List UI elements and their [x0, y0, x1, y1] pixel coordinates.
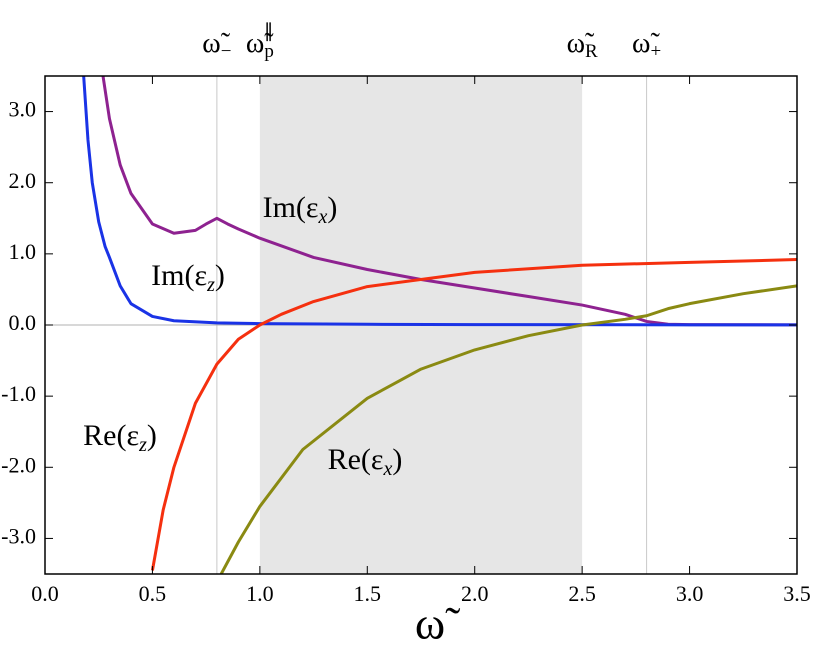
y-tick-label: -3.0 — [1, 523, 36, 548]
curve-label-main: Im(ε — [263, 191, 319, 224]
x-tick-label: 2.5 — [568, 581, 596, 606]
curve — [82, 76, 797, 327]
curve-label-main: Im(ε — [151, 259, 207, 292]
curve-label: Re(εx) — [328, 443, 403, 480]
y-tick-label: 0.0 — [9, 310, 37, 335]
curve-label: Im(εz) — [151, 259, 225, 296]
y-tick-label: 3.0 — [9, 97, 37, 122]
y-tick-label: -2.0 — [1, 452, 36, 477]
marker-sub: R — [585, 41, 598, 62]
curve-label-tail: ) — [327, 191, 337, 224]
x-tick-label: 0.0 — [31, 581, 59, 606]
marker-label: ω̃− — [202, 28, 231, 62]
y-tick-label: 1.0 — [9, 239, 37, 264]
marker-label: ω̃R — [567, 28, 598, 62]
curve-label-tail: ) — [147, 419, 157, 452]
marker-label: ω̃+ — [632, 28, 661, 62]
marker-label: ω̃p∥ — [246, 21, 274, 62]
x-tick-label: 3.0 — [676, 581, 704, 606]
curve — [219, 284, 797, 574]
x-axis-label: ω̃ — [415, 598, 460, 649]
marker-sup: ∥ — [264, 21, 274, 42]
curve-label-main: Re(ε — [83, 419, 139, 452]
curve-label-sub: z — [138, 434, 147, 456]
curve-label-sub: z — [206, 274, 215, 296]
x-tick-label: 3.5 — [783, 581, 811, 606]
curve-label: Re(εz) — [83, 419, 157, 456]
marker-sub: − — [221, 41, 232, 62]
curve-label-main: Re(ε — [328, 443, 384, 476]
plot-frame — [44, 75, 798, 575]
marker-sub: + — [650, 41, 661, 62]
x-tick-label: 0.5 — [139, 581, 167, 606]
curve-label-tail: ) — [215, 259, 225, 292]
curve — [150, 258, 797, 571]
x-tick-label: 1.5 — [354, 581, 382, 606]
y-tick-label: 2.0 — [9, 168, 37, 193]
curve-label: Im(εx) — [263, 191, 338, 228]
curve-label-sub: x — [383, 458, 393, 480]
marker-sub: p — [264, 41, 274, 62]
curve-label-tail: ) — [392, 443, 402, 476]
x-tick-label: 1.0 — [246, 581, 274, 606]
curve-label-sub: x — [318, 206, 328, 228]
y-tick-label: -1.0 — [1, 381, 36, 406]
x-tick-label: 2.0 — [461, 581, 489, 606]
